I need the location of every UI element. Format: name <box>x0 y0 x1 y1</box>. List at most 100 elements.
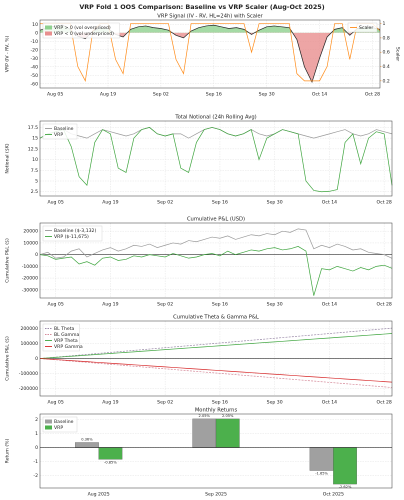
bar <box>215 418 240 448</box>
panel-title: Cumulative P&L (USD) <box>187 217 245 223</box>
bar <box>309 447 334 471</box>
x-tick-label: Sep 30 <box>267 302 283 308</box>
y2-axis-label: Scaler <box>395 47 401 61</box>
y-tick-label: 5 <box>35 179 38 185</box>
x-tick-label: Oct 14 <box>322 400 337 406</box>
plot-frame <box>39 222 393 299</box>
value-label: 0.36% <box>81 437 93 441</box>
x-tick-label: Aug 05 <box>47 92 63 98</box>
y-tick-label: 10 <box>32 157 38 163</box>
x-tick-label: Sep 30 <box>259 92 275 98</box>
x-tick-label: Sep 02 <box>153 92 169 98</box>
panel-title: VRP Signal (IV - RV, HL=24h) with Scaler <box>157 14 263 20</box>
plot-frame <box>39 19 381 89</box>
x-tick-label: Aug 05 <box>48 200 64 206</box>
y-tick-label: -10 <box>30 39 38 45</box>
y-tick-label: 15 <box>32 136 38 142</box>
legend-label: Baseline ($-3,132) <box>54 228 96 234</box>
x-tick-label: Sep 16 <box>212 400 228 406</box>
legend-label: VRP <box>54 425 63 431</box>
legend-swatch <box>45 31 52 36</box>
x-tick-label: Oct 14 <box>312 92 327 98</box>
x-tick-label: Sep 02 <box>157 200 173 206</box>
y2-tick-label: 1 <box>383 21 386 27</box>
legend-swatch <box>45 425 52 430</box>
x-tick-label: Sep 02 <box>157 302 173 308</box>
legend-box <box>42 22 120 39</box>
y2-tick-label: 0.8 <box>383 35 390 41</box>
x-tick-label: Aug 19 <box>102 302 118 308</box>
series-line <box>39 127 393 193</box>
x-tick-label: Sep 2025 <box>205 492 227 498</box>
x-tick-label: Aug 19 <box>102 400 118 406</box>
x-tick-label: Sep 16 <box>212 200 228 206</box>
y-tick-label: -10000 <box>22 264 38 270</box>
y-tick-label: 200000 <box>20 326 38 332</box>
y-tick-label: 10 <box>32 22 38 28</box>
legend-box <box>347 22 378 33</box>
series-line <box>39 127 393 139</box>
y-tick-label: 2.5 <box>31 189 38 195</box>
y-tick-label: -60 <box>30 81 38 87</box>
bar <box>333 447 357 485</box>
x-tick-label: Sep 30 <box>267 200 283 206</box>
bar <box>98 447 123 460</box>
legend-label: Baseline <box>54 419 74 425</box>
x-tick-label: Sep 02 <box>157 400 173 406</box>
x-tick-label: Oct 28 <box>377 400 392 406</box>
x-tick-label: Oct 28 <box>365 92 380 98</box>
legend-label: BL Gamma <box>54 332 79 338</box>
y-tick-label: 12.5 <box>28 146 38 152</box>
y-tick-label: -20000 <box>22 276 38 282</box>
legend-swatch <box>45 419 52 424</box>
panel-title: Total Notional (24h Rolling Avg) <box>174 115 256 121</box>
y-tick-label: 7.5 <box>31 168 38 174</box>
legend-label: VRP < 0 (vol underpriced) <box>54 31 114 37</box>
series-line <box>39 228 393 259</box>
panel-title: Monthly Returns <box>195 408 238 414</box>
y2-tick-label: 0.4 <box>383 64 390 70</box>
y-tick-label: 100000 <box>20 341 38 347</box>
series-line <box>39 358 393 383</box>
value-label: -0.85% <box>104 460 117 464</box>
legend-label: Baseline <box>54 126 74 132</box>
y-axis-label: Return (%) <box>5 438 11 463</box>
legend-label: VRP > 0 (vol overpriced) <box>54 25 111 31</box>
x-tick-label: Sep 16 <box>206 92 222 98</box>
series-line <box>39 333 393 359</box>
legend-swatch <box>45 25 52 30</box>
x-tick-label: Aug 05 <box>48 302 64 308</box>
y-tick-label: -30 <box>30 56 38 62</box>
y-axis-label: Cumulative P&L ($) <box>5 238 11 283</box>
y-tick-label: -40 <box>30 64 38 70</box>
y-tick-label: 1 <box>35 431 38 437</box>
x-tick-label: Sep 30 <box>267 400 283 406</box>
y-tick-label: 17.5 <box>28 125 38 131</box>
y-tick-label: -1 <box>33 459 38 465</box>
legend-label: BL Theta <box>54 326 75 332</box>
y-tick-label: -100000 <box>19 371 38 377</box>
y-tick-label: -2 <box>33 473 38 479</box>
x-tick-label: Oct 28 <box>377 200 392 206</box>
y-tick-label: -30000 <box>22 287 38 293</box>
x-tick-label: Oct 14 <box>322 302 337 308</box>
y-tick-label: -200000 <box>19 386 38 392</box>
series-line <box>39 327 393 359</box>
x-tick-label: Sep 16 <box>212 302 228 308</box>
y-tick-label: -20 <box>30 47 38 53</box>
legend-label: VRP Theta <box>54 338 78 344</box>
value-label: 2.05% <box>222 414 234 418</box>
x-tick-label: Aug 19 <box>102 200 118 206</box>
y-tick-label: -50 <box>30 73 38 79</box>
negative-area <box>40 32 380 83</box>
y-axis-label: Cumulative P&L ($) <box>5 336 11 381</box>
legend-label: Scaler <box>359 25 373 31</box>
y-axis-label: VRP (IV - RV, %) <box>5 35 11 72</box>
y-tick-label: 10000 <box>23 240 38 246</box>
bar <box>192 418 217 448</box>
legend-box <box>42 123 78 140</box>
value-label: -1.65% <box>315 472 328 476</box>
figure-title: VRP Fold 1 OOS Comparison: Baseline vs V… <box>79 3 324 11</box>
positive-area <box>40 25 380 33</box>
